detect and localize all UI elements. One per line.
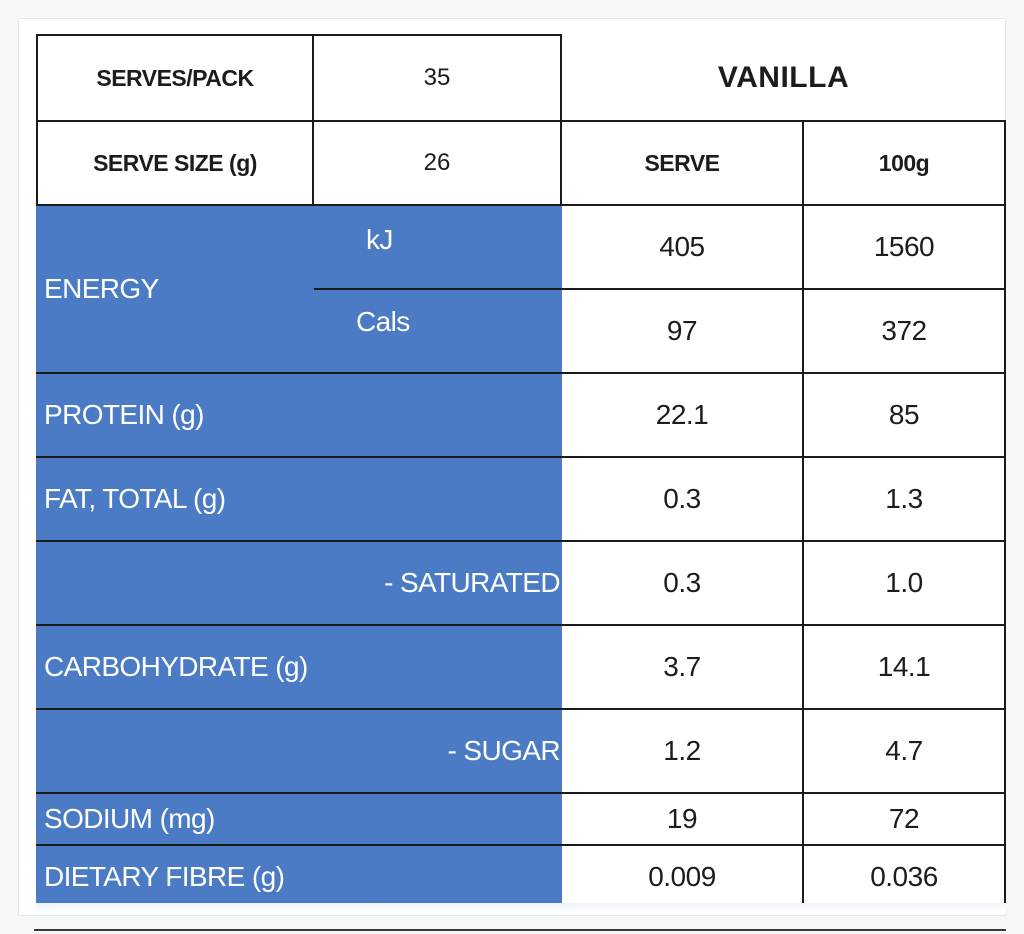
- energy-kj-serve: 405: [560, 204, 804, 290]
- protein-label: PROTEIN (g): [36, 372, 562, 458]
- carbohydrate-label: CARBOHYDRATE (g): [36, 624, 562, 710]
- table-row: ENERGY kJ 405 1560: [36, 204, 1006, 374]
- sodium-label: SODIUM (mg): [36, 792, 562, 846]
- dietary-fibre-serve: 0.009: [560, 844, 804, 910]
- sugar-label: - SUGAR: [36, 708, 562, 794]
- saturated-fat-serve: 0.3: [560, 540, 804, 626]
- carbohydrate-serve: 3.7: [560, 624, 804, 710]
- flavour-heading: VANILLA: [560, 35, 1005, 122]
- protein-serve: 22.1: [560, 372, 804, 458]
- energy-kj-unit: kJ: [312, 204, 562, 290]
- table-row: SERVES/PACK 35 VANILLA: [36, 34, 1005, 122]
- table-row: SODIUM (mg) 19 72: [36, 792, 1006, 846]
- table-row: Cals 97 372: [37, 288, 1006, 374]
- sodium-serve: 19: [560, 792, 804, 846]
- table-row: DIETARY FIBRE (g) 0.009 0.036: [36, 844, 1006, 910]
- sugar-serve: 1.2: [560, 708, 804, 794]
- energy-cals-100g: 372: [802, 288, 1006, 374]
- table-row: - SATURATED 0.3 1.0: [36, 540, 1006, 626]
- serves-per-pack-label: SERVES/PACK: [36, 34, 314, 122]
- energy-kj-100g: 1560: [802, 204, 1006, 290]
- fat-total-label: FAT, TOTAL (g): [36, 456, 562, 542]
- sugar-100g: 4.7: [802, 708, 1006, 794]
- table-row: SERVE SIZE (g) 26 SERVE 100g: [36, 120, 1006, 206]
- energy-cals-serve: 97: [560, 288, 804, 374]
- sodium-100g: 72: [802, 792, 1006, 846]
- saturated-fat-label: - SATURATED: [36, 540, 562, 626]
- carbohydrate-100g: 14.1: [802, 624, 1006, 710]
- table-row: FAT, TOTAL (g) 0.3 1.3: [36, 456, 1006, 542]
- fat-total-100g: 1.3: [802, 456, 1006, 542]
- dietary-fibre-100g: 0.036: [802, 844, 1006, 910]
- energy-cals-unit: Cals: [312, 288, 562, 374]
- energy-label: ENERGY: [36, 204, 314, 374]
- fat-total-serve: 0.3: [560, 456, 804, 542]
- saturated-fat-100g: 1.0: [802, 540, 1006, 626]
- table-row: CARBOHYDRATE (g) 3.7 14.1: [36, 624, 1006, 710]
- table-row: PROTEIN (g) 22.1 85: [36, 372, 1006, 458]
- table-row: - SUGAR 1.2 4.7: [36, 708, 1006, 794]
- column-header-100g: 100g: [802, 120, 1006, 206]
- nutrition-table: SERVES/PACK 35 VANILLA SERVE SIZE (g) 26…: [36, 34, 1006, 910]
- dietary-fibre-label: DIETARY FIBRE (g): [36, 844, 562, 910]
- column-header-serve: SERVE: [560, 120, 804, 206]
- serves-per-pack-value: 35: [312, 34, 562, 122]
- bottom-divider: [34, 929, 1006, 931]
- table-shadow: [36, 903, 1006, 913]
- serve-size-value: 26: [312, 120, 562, 206]
- serve-size-label: SERVE SIZE (g): [36, 120, 314, 206]
- protein-100g: 85: [802, 372, 1006, 458]
